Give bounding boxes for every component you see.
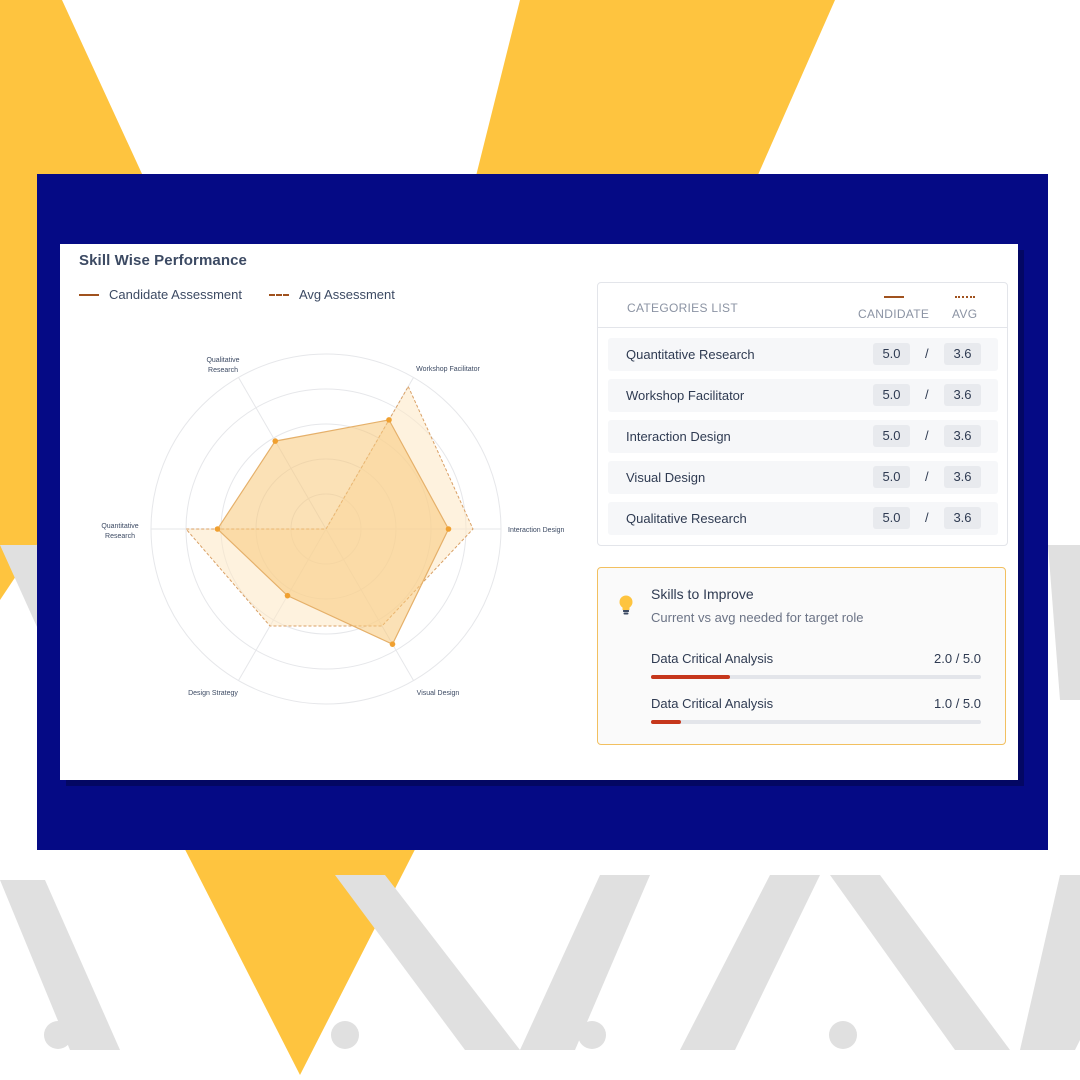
- legend-avg: Avg Assessment: [269, 287, 395, 302]
- avg-line-marker: [955, 296, 975, 298]
- category-name: Visual Design: [626, 470, 706, 485]
- score-separator: /: [925, 510, 929, 525]
- category-row[interactable]: Workshop Facilitator 5.0 / 3.6: [608, 379, 998, 412]
- category-row[interactable]: Interaction Design 5.0 / 3.6: [608, 420, 998, 453]
- candidate-point: [284, 592, 291, 599]
- legend-dashed-swatch: [269, 293, 289, 296]
- category-row[interactable]: Quantitative Research 5.0 / 3.6: [608, 338, 998, 371]
- candidate-score: 5.0: [873, 425, 910, 447]
- axis-label: Visual Design: [417, 690, 460, 697]
- progress-track: [651, 720, 981, 724]
- improve-skill-name: Data Critical Analysis: [651, 651, 774, 666]
- candidate-point: [214, 526, 221, 532]
- improve-subtitle: Current vs avg needed for target role: [651, 610, 864, 625]
- axis-label: Qualitative Research: [206, 357, 239, 374]
- progress-track: [651, 675, 981, 679]
- candidate-score: 5.0: [873, 384, 910, 406]
- improve-skill-name: Data Critical Analysis: [651, 696, 774, 711]
- legend-candidate: Candidate Assessment: [79, 287, 242, 302]
- avg-column-header: AVG: [952, 307, 978, 321]
- axis-label: Quantitative Research: [101, 523, 138, 540]
- category-name: Interaction Design: [626, 429, 731, 444]
- category-name: Workshop Facilitator: [626, 388, 745, 403]
- categories-header: CATEGORIES LIST CANDIDATE AVG: [598, 283, 1007, 328]
- skills-to-improve-panel: Skills to Improve Current vs avg needed …: [597, 567, 1006, 745]
- radar-chart: Workshop Facilitator Interaction Design Vi…: [101, 353, 565, 705]
- score-separator: /: [925, 469, 929, 484]
- avg-score: 3.6: [944, 507, 981, 529]
- category-name: Qualitative Research: [626, 511, 747, 526]
- performance-card: Workshop Facilitator Interaction Design Vi…: [60, 244, 1018, 780]
- score-separator: /: [925, 428, 929, 443]
- lightbulb-icon: [619, 595, 633, 615]
- avg-score: 3.6: [944, 384, 981, 406]
- category-row[interactable]: Qualitative Research 5.0 / 3.6: [608, 502, 998, 535]
- page-title: Skill Wise Performance: [79, 252, 247, 269]
- candidate-score: 5.0: [873, 343, 910, 365]
- candidate-column-header: CANDIDATE: [858, 307, 930, 321]
- axis-label: Workshop Facilitator: [416, 366, 480, 373]
- candidate-point: [386, 417, 392, 423]
- avg-score: 3.6: [944, 343, 981, 365]
- categories-list: CATEGORIES LIST CANDIDATE AVG Quantitati…: [597, 282, 1008, 546]
- progress-fill: [651, 720, 681, 724]
- candidate-line-marker: [884, 296, 904, 298]
- legend-avg-label: Avg Assessment: [299, 287, 395, 302]
- improve-title: Skills to Improve: [651, 586, 754, 602]
- score-separator: /: [925, 387, 929, 402]
- category-name: Quantitative Research: [626, 347, 755, 362]
- avg-score: 3.6: [944, 466, 981, 488]
- candidate-score: 5.0: [873, 507, 910, 529]
- category-row[interactable]: Visual Design 5.0 / 3.6: [608, 461, 998, 494]
- improve-skill-score: 1.0 / 5.0: [934, 696, 981, 711]
- avg-score: 3.6: [944, 425, 981, 447]
- candidate-point: [389, 641, 396, 647]
- score-separator: /: [925, 346, 929, 361]
- legend-solid-swatch: [79, 293, 99, 296]
- candidate-point: [445, 526, 452, 532]
- categories-header-title: CATEGORIES LIST: [627, 301, 738, 315]
- axis-label: Interaction Design: [508, 527, 565, 534]
- legend-candidate-label: Candidate Assessment: [109, 287, 242, 302]
- progress-fill: [651, 675, 731, 679]
- candidate-point: [272, 438, 279, 444]
- av-pattern: [0, 545, 1080, 1050]
- axis-label: Design Strategy: [188, 690, 238, 697]
- candidate-score: 5.0: [873, 466, 910, 488]
- improve-skill-score: 2.0 / 5.0: [934, 651, 981, 666]
